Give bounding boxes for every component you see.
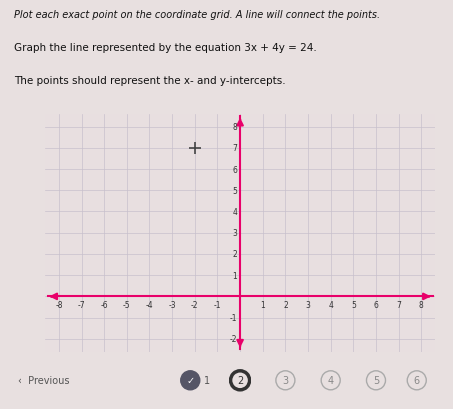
Text: 8: 8 [419, 300, 424, 309]
Text: 1: 1 [260, 300, 265, 309]
Text: 6: 6 [374, 300, 378, 309]
Text: 3: 3 [232, 229, 237, 238]
Text: 7: 7 [232, 144, 237, 153]
Text: 1: 1 [204, 375, 210, 385]
Text: -5: -5 [123, 300, 130, 309]
Text: 8: 8 [233, 123, 237, 132]
Text: The points should represent the x- and y-intercepts.: The points should represent the x- and y… [14, 76, 285, 85]
Text: ‹  Previous: ‹ Previous [18, 375, 70, 385]
Text: -2: -2 [230, 335, 237, 344]
Text: 4: 4 [232, 207, 237, 216]
Text: 2: 2 [283, 300, 288, 309]
Text: -7: -7 [78, 300, 85, 309]
Text: ✓: ✓ [186, 375, 194, 385]
Text: 1: 1 [233, 271, 237, 280]
Text: 6: 6 [414, 375, 420, 385]
Text: 2: 2 [237, 375, 243, 385]
Text: Graph the line represented by the equation 3x + 4y = 24.: Graph the line represented by the equati… [14, 43, 316, 53]
Text: -1: -1 [214, 300, 221, 309]
Text: -3: -3 [169, 300, 176, 309]
Text: 3: 3 [282, 375, 289, 385]
Text: 4: 4 [328, 375, 334, 385]
Text: -8: -8 [55, 300, 63, 309]
Text: -4: -4 [146, 300, 153, 309]
Text: 3: 3 [306, 300, 310, 309]
Text: -6: -6 [101, 300, 108, 309]
Text: 5: 5 [373, 375, 379, 385]
Text: 4: 4 [328, 300, 333, 309]
Text: 5: 5 [351, 300, 356, 309]
Text: -2: -2 [191, 300, 198, 309]
Circle shape [181, 371, 200, 390]
Text: 2: 2 [233, 250, 237, 259]
Text: 5: 5 [232, 186, 237, 195]
Text: Plot each exact point on the coordinate grid. A line will connect the points.: Plot each exact point on the coordinate … [14, 10, 380, 20]
Text: 6: 6 [232, 165, 237, 174]
Text: 7: 7 [396, 300, 401, 309]
Text: -1: -1 [230, 313, 237, 322]
